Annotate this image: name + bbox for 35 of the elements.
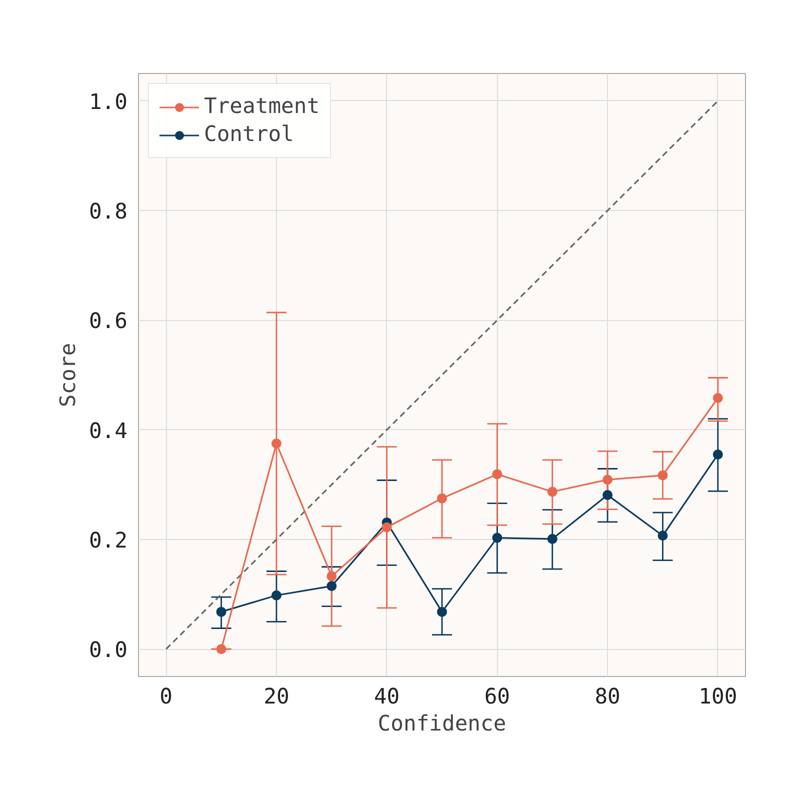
point <box>492 469 502 480</box>
y-tick-label: 1.0 <box>88 90 128 115</box>
point <box>326 581 337 592</box>
x-tick-label: 100 <box>698 684 738 710</box>
legend-label: Control <box>204 122 294 147</box>
y-tick-label: 0.0 <box>88 638 128 664</box>
x-tick-label: 0 <box>160 684 173 710</box>
point <box>271 438 282 449</box>
point <box>216 606 226 617</box>
point <box>492 532 502 543</box>
y-tick-label: 0.6 <box>88 309 128 334</box>
y-axis-title: Score <box>56 342 81 408</box>
point <box>437 606 447 617</box>
y-tick-label: 0.4 <box>88 418 128 444</box>
point <box>437 493 447 504</box>
point <box>382 522 392 532</box>
point <box>547 534 558 544</box>
x-tick-label: 20 <box>264 684 290 710</box>
y-tick-label: 0.8 <box>88 200 128 225</box>
y-tick-label: 0.2 <box>88 528 128 554</box>
x-tick-label: 40 <box>374 684 400 710</box>
legend-label: Treatment <box>204 94 320 119</box>
point <box>271 590 282 600</box>
point <box>326 571 337 582</box>
point <box>658 470 668 480</box>
point <box>602 490 613 500</box>
point <box>547 486 558 497</box>
point <box>602 474 613 485</box>
x-tick-label: 60 <box>484 684 510 710</box>
point <box>712 393 723 404</box>
x-axis-title: Confidence <box>378 712 506 736</box>
point <box>658 530 668 541</box>
point <box>216 644 226 654</box>
x-tick-label: 80 <box>594 684 620 710</box>
point <box>712 449 723 460</box>
